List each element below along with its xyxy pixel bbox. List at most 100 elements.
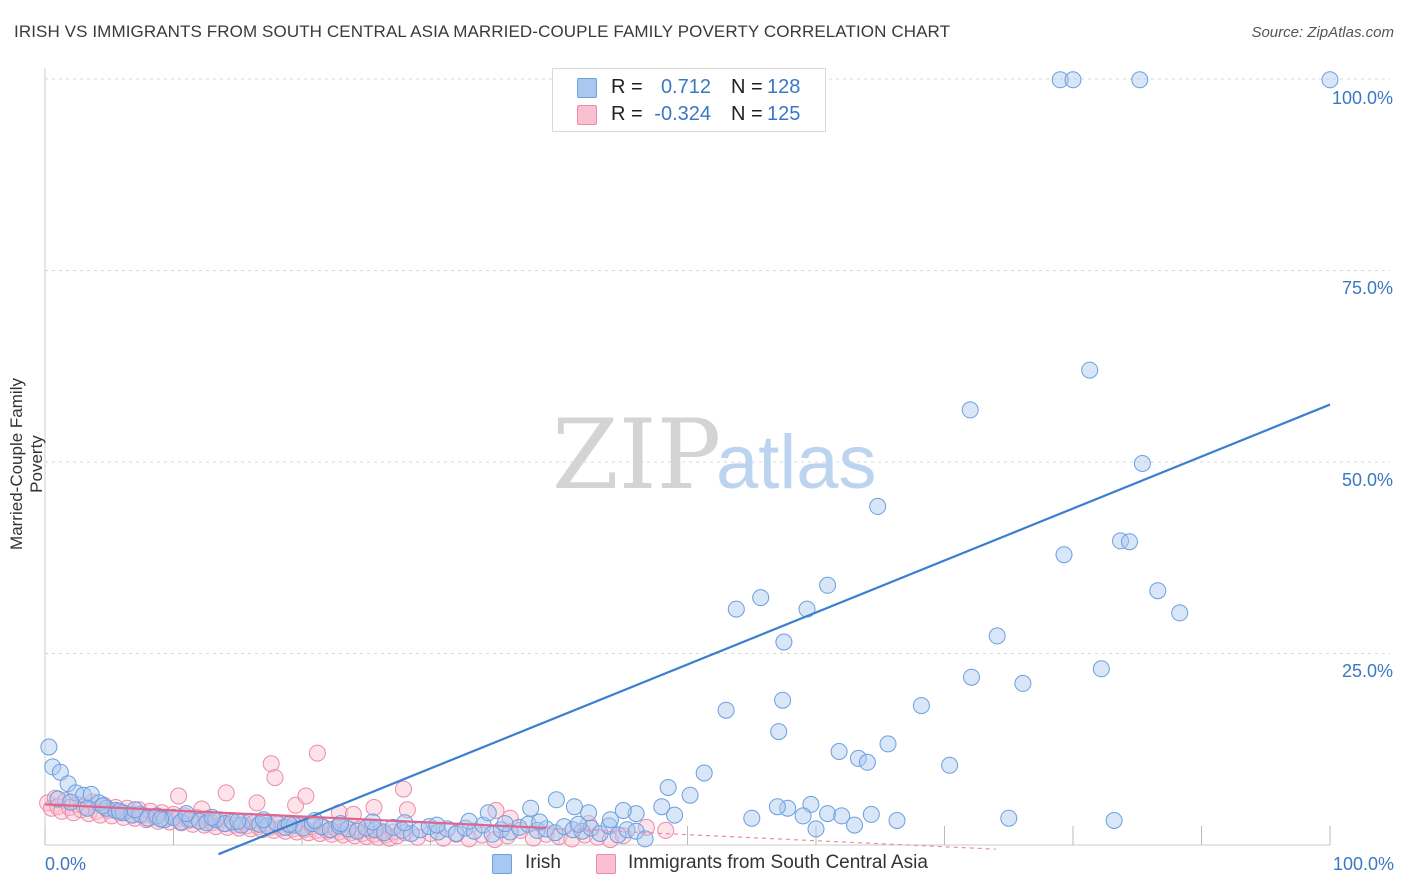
data-point-irish — [49, 790, 67, 808]
data-point-irish — [601, 811, 619, 829]
data-point-immigrants — [395, 780, 412, 798]
data-point-irish — [62, 793, 80, 811]
data-point-irish — [565, 798, 583, 816]
data-point-irish — [177, 805, 195, 823]
data-point-irish — [198, 814, 216, 832]
data-point-irish — [862, 805, 880, 823]
data-point-irish — [447, 825, 465, 842]
data-point-irish — [775, 633, 793, 651]
data-point-irish — [869, 497, 887, 515]
data-point-irish — [375, 824, 393, 842]
data-point-irish — [830, 743, 848, 760]
data-point-irish — [1171, 604, 1189, 622]
bottom-legend-label-immigrants: Immigrants from South Central Asia — [628, 852, 928, 873]
data-point-irish — [522, 799, 540, 817]
data-point-irish — [879, 735, 897, 753]
data-point-immigrants — [297, 787, 315, 805]
y-tick-label: 100.0% — [1332, 88, 1393, 108]
data-point-irish — [695, 764, 713, 782]
data-point-irish — [1149, 582, 1167, 600]
legend-n-label: N = — [731, 103, 763, 125]
legend-row-irish: R = 0.712 N = 128 — [553, 74, 825, 100]
data-point-irish — [849, 749, 867, 767]
data-point-irish — [396, 814, 414, 832]
data-point-irish — [152, 810, 170, 828]
bottom-legend-swatch-irish — [492, 854, 512, 874]
watermark-zip: ZIP — [552, 399, 721, 511]
data-point-immigrants — [398, 801, 416, 819]
data-point-irish — [681, 786, 699, 804]
data-point-irish — [111, 802, 128, 820]
data-point-irish — [547, 791, 565, 809]
data-point-irish — [78, 799, 96, 817]
data-point-irish — [774, 691, 792, 709]
data-point-irish — [569, 815, 587, 833]
trend-line-immigrants-extension — [546, 827, 996, 850]
watermark: ZIP atlas — [552, 399, 877, 511]
data-point-irish — [1131, 71, 1149, 89]
data-point-irish — [531, 813, 549, 831]
data-point-irish — [653, 798, 671, 816]
data-point-irish — [321, 821, 339, 839]
trend-line-irish — [218, 403, 1331, 856]
data-point-irish — [888, 812, 906, 829]
data-point-irish — [465, 822, 483, 840]
data-point-irish — [1000, 809, 1018, 827]
data-point-irish — [988, 627, 1006, 645]
data-point-irish — [1014, 674, 1032, 692]
data-point-immigrants — [262, 755, 280, 773]
data-point-irish — [963, 668, 980, 686]
data-point-irish — [627, 805, 645, 823]
data-point-immigrants — [248, 794, 266, 812]
data-point-irish — [1064, 71, 1082, 89]
data-point-irish — [1092, 660, 1110, 678]
data-point-irish — [555, 818, 573, 836]
data-point-irish — [546, 824, 564, 842]
data-point-irish — [1133, 455, 1151, 472]
data-point-irish — [501, 823, 519, 841]
data-point-irish — [941, 756, 959, 774]
legend-swatch-immigrants — [577, 105, 597, 125]
data-point-irish — [1081, 361, 1099, 379]
legend-row-immigrants: R = -0.324 N = 125 — [553, 101, 825, 127]
legend-r-value-irish: 0.712 — [660, 76, 711, 98]
legend-n-value-irish: 128 — [767, 76, 801, 98]
legend-r-label: R = — [611, 103, 643, 125]
data-point-irish — [846, 816, 863, 834]
data-point-irish — [496, 815, 514, 833]
data-point-irish — [666, 806, 684, 824]
data-point-irish — [659, 779, 677, 796]
watermark-atlas: atlas — [716, 420, 877, 505]
trend-line-immigrants — [44, 803, 547, 830]
data-point-immigrants — [217, 784, 235, 802]
data-point-irish — [428, 816, 446, 834]
data-point-irish — [858, 753, 876, 771]
chart-title: IRISH VS IMMIGRANTS FROM SOUTH CENTRAL A… — [14, 22, 951, 41]
gridlines — [45, 78, 1390, 654]
data-point-irish — [819, 805, 837, 823]
correlation-legend: R = 0.712 N = 128 R = -0.324 N = 125 — [552, 68, 826, 132]
data-point-irish — [768, 798, 786, 816]
data-point-irish — [794, 807, 812, 825]
data-point-irish — [770, 723, 788, 741]
data-point-irish — [131, 805, 149, 823]
data-point-irish — [752, 589, 770, 607]
data-point-irish — [1051, 71, 1069, 89]
data-point-immigrants — [170, 787, 188, 805]
data-point-irish — [460, 812, 478, 830]
data-point-irish — [402, 825, 420, 842]
data-point-irish — [912, 697, 930, 715]
trend-lines — [44, 403, 1331, 856]
data-point-irish — [172, 813, 190, 831]
y-axis-label: Married-Couple Family Poverty — [7, 378, 46, 550]
legend-n-label: N = — [731, 76, 763, 98]
data-point-irish — [743, 809, 761, 827]
y-tick-label: 50.0% — [1342, 470, 1393, 490]
y-tick-label: 25.0% — [1342, 661, 1393, 681]
data-point-irish — [618, 821, 636, 839]
data-point-immigrants — [308, 744, 326, 762]
legend-r-value-immigrants: -0.324 — [654, 103, 711, 125]
data-point-immigrants — [266, 769, 284, 787]
data-point-irish — [580, 804, 598, 822]
